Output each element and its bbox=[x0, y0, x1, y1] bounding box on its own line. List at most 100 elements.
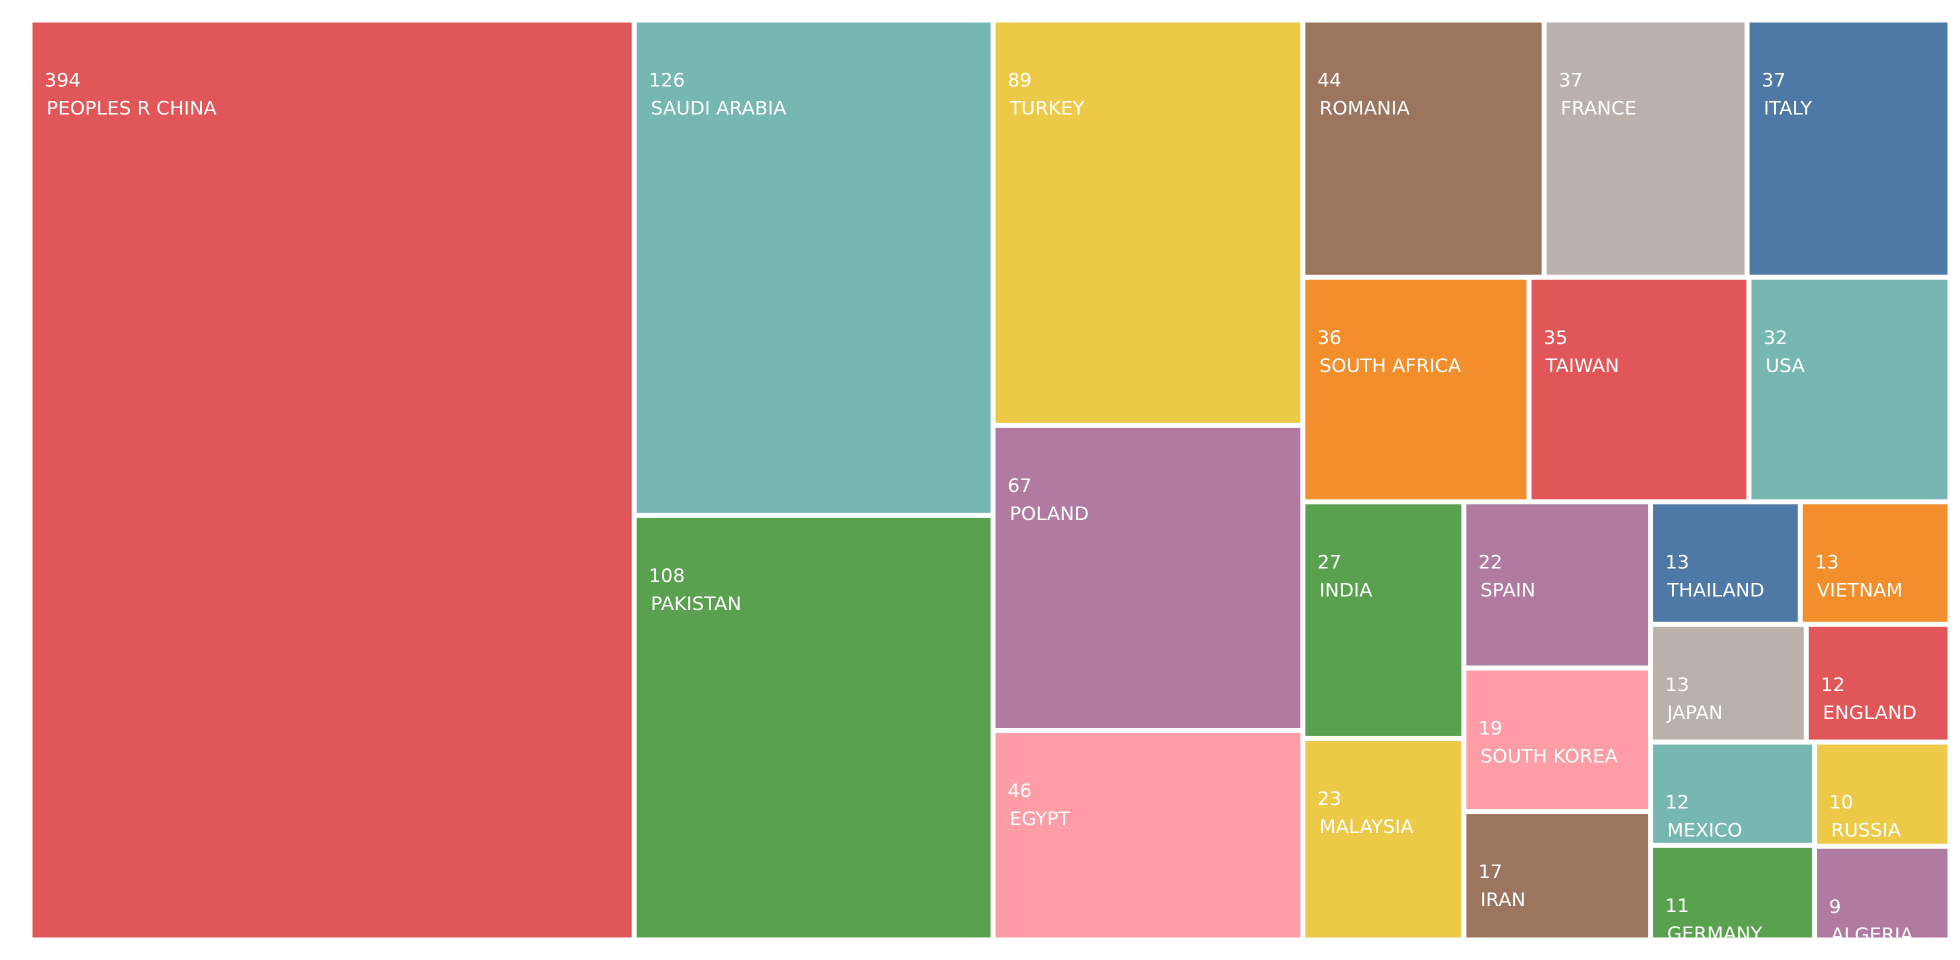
tile-value: 12 bbox=[1665, 792, 1689, 814]
tile-labels: 32 USA bbox=[1763, 327, 1804, 377]
tile-labels: 12 ENGLAND bbox=[1821, 674, 1917, 724]
tile bbox=[636, 517, 991, 938]
tile-labels: 10 RUSSIA bbox=[1829, 792, 1901, 842]
tile-label: ALGERIA bbox=[1831, 924, 1913, 946]
tile-labels: 11 GERMANY bbox=[1665, 895, 1763, 945]
tile-label: JAPAN bbox=[1666, 702, 1723, 724]
tile bbox=[636, 22, 991, 513]
tile bbox=[1751, 279, 1948, 500]
tile-value: 89 bbox=[1008, 70, 1032, 92]
tile-value: 13 bbox=[1665, 674, 1689, 696]
tile-label: ROMANIA bbox=[1319, 98, 1409, 120]
tile-value: 67 bbox=[1008, 475, 1032, 497]
tile-value: 9 bbox=[1829, 896, 1841, 918]
tile-labels: 44 ROMANIA bbox=[1317, 70, 1409, 120]
tile-label: ITALY bbox=[1764, 98, 1813, 120]
tile bbox=[1749, 22, 1948, 275]
tile-label: USA bbox=[1765, 355, 1804, 377]
tile-label: SAUDI ARABIA bbox=[651, 98, 787, 120]
tile-label: SPAIN bbox=[1480, 579, 1535, 601]
tile-labels: 394 PEOPLES R CHINA bbox=[45, 70, 217, 120]
tile-labels: 37 ITALY bbox=[1762, 70, 1813, 120]
tile bbox=[1653, 626, 1804, 740]
tile-label: THAILAND bbox=[1666, 579, 1764, 601]
tile-label: GERMANY bbox=[1667, 923, 1763, 945]
tile-value: 23 bbox=[1317, 788, 1341, 810]
tile-value: 44 bbox=[1317, 70, 1341, 92]
tile-label: SOUTH KOREA bbox=[1480, 746, 1617, 768]
tile-value: 35 bbox=[1544, 327, 1568, 349]
tile-value: 394 bbox=[45, 70, 81, 92]
tile-value: 11 bbox=[1665, 895, 1689, 917]
tile bbox=[995, 427, 1301, 728]
tile-label: VIETNAM bbox=[1817, 579, 1903, 601]
tile-value: 108 bbox=[649, 565, 685, 587]
tile-labels: 9 ALGERIA bbox=[1829, 896, 1913, 946]
tile bbox=[32, 22, 632, 938]
tile-value: 19 bbox=[1478, 718, 1502, 740]
tile bbox=[1531, 279, 1747, 500]
tile bbox=[1817, 744, 1948, 844]
tile-value: 17 bbox=[1478, 861, 1502, 883]
tile-value: 37 bbox=[1559, 70, 1583, 92]
tile-labels: 35 TAIWAN bbox=[1544, 327, 1620, 377]
tile-label: MEXICO bbox=[1667, 820, 1742, 842]
tile-label: RUSSIA bbox=[1831, 820, 1901, 842]
tile-labels: 13 VIETNAM bbox=[1815, 551, 1903, 601]
tile-label: SOUTH AFRICA bbox=[1319, 355, 1461, 377]
tile bbox=[1466, 814, 1649, 938]
tile-value: 13 bbox=[1665, 551, 1689, 573]
tile-labels: 46 EGYPT bbox=[1008, 780, 1071, 830]
tile bbox=[1653, 847, 1813, 938]
tile-label: EGYPT bbox=[1010, 808, 1071, 830]
tile-value: 37 bbox=[1762, 70, 1786, 92]
tile bbox=[1802, 504, 1948, 622]
tile-label: IRAN bbox=[1480, 889, 1525, 911]
tile bbox=[1305, 504, 1462, 736]
tile-labels: 36 SOUTH AFRICA bbox=[1317, 327, 1461, 377]
tile bbox=[1653, 504, 1798, 622]
tile-labels: 22 SPAIN bbox=[1478, 551, 1535, 601]
tile-value: 22 bbox=[1478, 551, 1502, 573]
tile-labels: 89 TURKEY bbox=[1008, 70, 1085, 120]
tile bbox=[995, 22, 1301, 423]
tile-labels: 37 FRANCE bbox=[1559, 70, 1637, 120]
tile-label: FRANCE bbox=[1561, 98, 1637, 120]
tile bbox=[1817, 848, 1948, 938]
tile-labels: 23 MALAYSIA bbox=[1317, 788, 1413, 838]
tile bbox=[1466, 504, 1649, 666]
tile-label: PEOPLES R CHINA bbox=[47, 98, 217, 120]
tile-value: 27 bbox=[1317, 551, 1341, 573]
tile-label: TURKEY bbox=[1009, 98, 1085, 120]
tile bbox=[995, 732, 1301, 938]
tile-labels: 12 MEXICO bbox=[1665, 792, 1742, 842]
tile bbox=[1305, 740, 1462, 938]
tile bbox=[1653, 744, 1813, 843]
tile-labels: 27 INDIA bbox=[1317, 551, 1372, 601]
tile-value: 36 bbox=[1317, 327, 1341, 349]
tile-value: 32 bbox=[1763, 327, 1787, 349]
tile-labels: 108 PAKISTAN bbox=[649, 565, 742, 615]
tile-value: 126 bbox=[649, 70, 685, 92]
tile bbox=[1546, 22, 1745, 275]
tile-labels: 17 IRAN bbox=[1478, 861, 1525, 911]
tile-labels: 13 THAILAND bbox=[1665, 551, 1764, 601]
tile-label: INDIA bbox=[1319, 579, 1372, 601]
tile bbox=[1466, 670, 1649, 810]
tile-value: 13 bbox=[1815, 551, 1839, 573]
tile-label: ENGLAND bbox=[1823, 702, 1917, 724]
tile-label: PAKISTAN bbox=[651, 593, 742, 615]
tile bbox=[1305, 22, 1542, 275]
tile-label: TAIWAN bbox=[1545, 355, 1620, 377]
tile-label: POLAND bbox=[1010, 503, 1089, 525]
tile-labels: 19 SOUTH KOREA bbox=[1478, 718, 1617, 768]
tile-labels: 67 POLAND bbox=[1008, 475, 1089, 525]
tile-labels: 126 SAUDI ARABIA bbox=[649, 70, 787, 120]
tile-value: 46 bbox=[1008, 780, 1032, 802]
tile bbox=[1305, 279, 1527, 500]
tile-labels: 13 JAPAN bbox=[1665, 674, 1723, 724]
tile-value: 12 bbox=[1821, 674, 1845, 696]
tile bbox=[1808, 626, 1948, 740]
tile-label: MALAYSIA bbox=[1319, 816, 1413, 838]
